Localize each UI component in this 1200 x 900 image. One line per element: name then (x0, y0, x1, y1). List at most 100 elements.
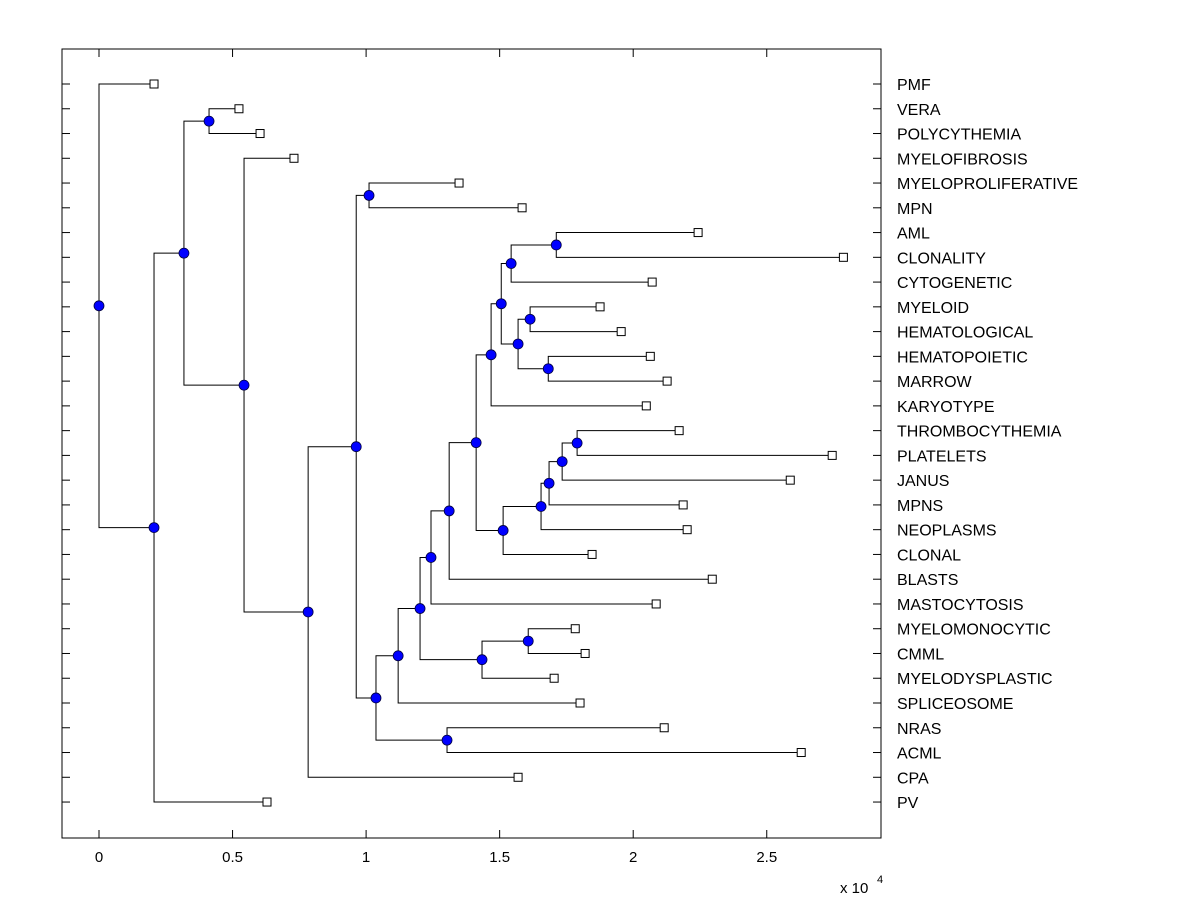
leaf-label: CYTOGENETIC (897, 275, 1012, 292)
dendrogram-link (183, 253, 245, 386)
leaf-label: MYELOPROLIFERATIVE (897, 176, 1078, 193)
dendrogram-link (183, 120, 210, 254)
leaf-label: THROMBOCYTHEMIA (897, 424, 1062, 441)
dendrogram-link (540, 506, 688, 531)
leaf-label: KARYOTYPE (897, 399, 995, 416)
leaf-marker (549, 673, 559, 683)
dendrogram-link (448, 510, 713, 580)
dendrogram-link (153, 527, 268, 803)
internal-node-marker (550, 239, 562, 251)
internal-node-marker (203, 115, 215, 127)
leaf-marker (682, 525, 692, 535)
internal-node-marker (495, 298, 507, 310)
leaf-marker (587, 549, 597, 559)
dendrogram-link (448, 442, 477, 511)
internal-node-marker (556, 456, 568, 467)
dendrogram-link (475, 442, 504, 531)
leaf-label: MYELOFIBROSIS (897, 151, 1028, 168)
internal-node-marker (535, 501, 547, 512)
x-tick-label: 2 (629, 849, 637, 866)
x-ticks (98, 49, 768, 838)
leaf-label: HEMATOLOGICAL (897, 325, 1033, 342)
internal-node-marker (148, 522, 160, 533)
x-scale-label: x 10 (840, 880, 868, 897)
x-tick-label: 0 (95, 849, 103, 866)
leaf-marker (255, 129, 265, 139)
dendrogram-link (153, 252, 184, 528)
internal-node-marker (414, 603, 426, 614)
internal-node-marker (302, 606, 314, 618)
x-tick-labels: 0 0.5 1 1.5 2 2.5 (95, 849, 777, 866)
leaf-label: MYELODYSPLASTIC (897, 671, 1053, 688)
leaf-marker (674, 426, 684, 436)
x-tick-label: 0.5 (222, 849, 243, 866)
dendrogram-link (500, 303, 519, 345)
leaf-label: SPLICEOSOME (897, 696, 1013, 713)
leaf-label: ACML (897, 746, 942, 763)
dendrogram-link (397, 608, 421, 656)
leaf-marker (647, 277, 657, 287)
internal-node-marker (370, 692, 382, 704)
x-tick-label: 1.5 (489, 849, 510, 866)
dendrogram-link (307, 446, 357, 612)
leaf-label: NEOPLASMS (897, 523, 997, 540)
leaf-label: CMML (897, 646, 944, 663)
leaf-label: HEMATOPOIETIC (897, 349, 1028, 366)
internal-node-marker (350, 441, 362, 453)
x-scale-exponent: 4 (877, 874, 883, 886)
leaf-marker (693, 228, 703, 238)
leaf-marker (796, 748, 806, 758)
internal-node-marker (524, 313, 536, 325)
leaf-label: MASTOCYTOSIS (897, 597, 1024, 614)
dendrogram-link (375, 655, 399, 698)
dendrogram-link (397, 655, 581, 704)
leaf-label: BLASTS (897, 572, 958, 589)
x-tick-label: 1 (362, 849, 370, 866)
dendrogram-link (243, 385, 309, 613)
internal-node-marker (476, 654, 488, 666)
internal-node-marker (522, 635, 534, 647)
leaf-marker (707, 574, 717, 584)
dendrogram-link (98, 305, 155, 529)
dendrogram-link (98, 83, 155, 306)
leaf-marker (785, 475, 795, 485)
internal-node-marker (392, 650, 404, 662)
internal-node-marker (443, 505, 455, 517)
leaf-label: MARROW (897, 374, 973, 391)
leaf-marker (262, 797, 272, 807)
leaf-label: VERA (897, 102, 941, 119)
x-tick-label: 2.5 (756, 849, 777, 866)
internal-node-marker (238, 379, 250, 391)
dendrogram-link (510, 244, 557, 264)
internal-node-marker (93, 300, 105, 312)
dendrogram-link (307, 611, 519, 778)
leaf-markers (149, 79, 848, 807)
leaf-marker (678, 500, 688, 510)
node-markers (93, 115, 583, 746)
internal-node-marker (512, 338, 524, 350)
dendrogram-link (548, 483, 684, 506)
leaf-label: MYELOMONOCYTIC (897, 622, 1051, 639)
leaf-marker (454, 178, 464, 188)
dendrogram-link (490, 354, 647, 407)
leaf-label: POLYCYTHEMIA (897, 127, 1022, 144)
leaf-label: PMF (897, 77, 931, 94)
leaf-marker (289, 153, 299, 163)
dendrogram-link (355, 446, 376, 699)
dendrogram-link (243, 157, 294, 386)
leaf-label: PLATELETS (897, 448, 987, 465)
leaf-marker (517, 203, 527, 213)
leaf-marker (575, 698, 585, 708)
leaf-labels: PMF VERA POLYCYTHEMIA MYELOFIBROSIS MYELOPRO… (897, 77, 1078, 812)
leaf-label: MYELOID (897, 300, 969, 317)
leaf-marker (149, 79, 159, 89)
leaf-marker (616, 327, 626, 337)
leaf-marker (641, 401, 651, 411)
internal-node-marker (425, 552, 437, 563)
leaf-marker (662, 376, 672, 386)
leaf-label: MPNS (897, 498, 943, 515)
internal-node-marker (505, 258, 517, 269)
internal-node-marker (178, 247, 190, 259)
leaf-marker (595, 302, 605, 312)
